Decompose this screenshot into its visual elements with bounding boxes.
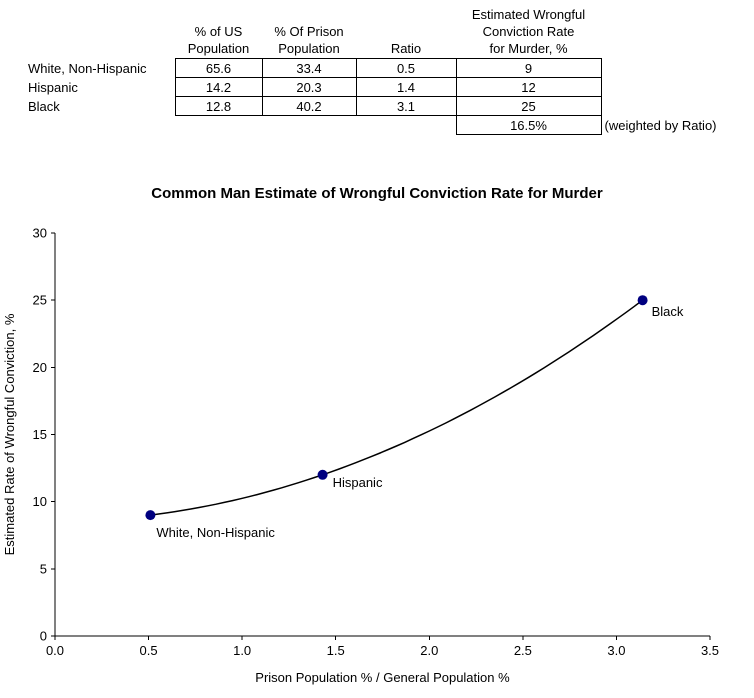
cell-ratio: 1.4 [355,77,457,97]
x-tick-label: 0.5 [140,643,158,658]
x-tick-label: 1.5 [327,643,345,658]
summary-row: 16.5% (weighted by Ratio) [25,115,751,135]
cell-us-pop: 14.2 [174,77,263,97]
x-tick-label: 3.5 [701,643,719,658]
x-tick-label: 2.5 [514,643,532,658]
scatter-chart: 0 5 10 15 20 25 30 0.0 0.5 1.0 1.5 2.0 2.5 3.0 3.5 Whit… [2,226,719,686]
x-tick-label: 1.0 [233,643,251,658]
x-tick-label: 2.0 [420,643,438,658]
y-tick-label: 0 [40,629,47,644]
table-row: Hispanic 14.2 20.3 1.4 12 [25,77,751,97]
data-point [317,469,328,480]
cell-ratio: 0.5 [355,58,457,78]
chart-title: Common Man Estimate of Wrongful Convicti… [151,185,603,202]
header-conviction-rate: Estimated Wrongful Conviction Rate for M… [471,7,586,56]
table-row: Black 12.8 40.2 3.1 25 [25,96,751,116]
row-label: Hispanic [28,79,78,95]
data-table: % of US Population % Of Prison Populatio… [25,6,751,135]
x-axis-title: Prison Population % / General Population… [255,670,510,685]
y-tick-label: 15 [33,427,47,442]
y-axis-title: Estimated Rate of Wrongful Conviction, % [2,313,17,555]
y-tick-label: 20 [33,360,47,375]
cell-us-pop: 65.6 [174,58,263,78]
cell-prison-pop: 40.2 [261,96,357,116]
y-tick-label: 5 [40,561,47,576]
point-label: White, Non-Hispanic [156,525,275,540]
cell-us-pop: 12.8 [174,96,263,116]
row-label: White, Non-Hispanic [28,60,147,76]
cell-rate: 25 [455,96,602,116]
table-header-row: % of US Population % Of Prison Populatio… [25,6,751,59]
trend-curve [150,299,644,516]
cell-prison-pop: 20.3 [261,77,357,97]
cell-prison-pop: 33.4 [261,58,357,78]
header-us-population: % of US Population [187,24,250,56]
header-spacer [25,6,175,59]
x-tick-label: 0.0 [46,643,64,658]
data-point [145,510,156,521]
header-prison-population: % Of Prison Population [274,24,344,56]
cell-rate: 9 [455,58,602,78]
x-tick-label: 3.0 [607,643,625,658]
header-ratio: Ratio [390,41,422,56]
y-tick-label: 10 [33,494,47,509]
y-tick-label: 30 [33,226,47,241]
point-label: Hispanic [333,475,383,490]
y-tick-label: 25 [33,293,47,308]
weighted-note: (weighted by Ratio) [604,117,717,133]
header-spacer [601,6,751,59]
point-label: Black [652,304,684,319]
table-row: White, Non-Hispanic 65.6 33.4 0.5 9 [25,58,751,78]
cell-rate: 12 [455,77,602,97]
cell-ratio: 3.1 [355,96,457,116]
data-point [637,295,648,306]
weighted-rate-cell: 16.5% [455,115,602,135]
row-label: Black [28,98,60,114]
